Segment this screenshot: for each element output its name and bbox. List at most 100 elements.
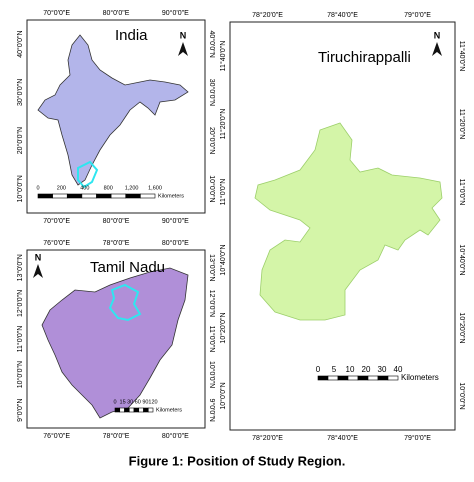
scale-label: 1,600 [148, 185, 162, 191]
scale-label: 40 [394, 365, 403, 374]
longitude-label: 70°0'0"E [43, 9, 70, 17]
study-area-highlight [77, 160, 99, 189]
map-title: India [115, 27, 148, 44]
longitude-label: 80°0'0"E [162, 432, 189, 440]
caption: Figure 1: Position of Study Region. [129, 453, 346, 468]
scale-bar-segment [387, 375, 399, 381]
longitude-label: 79°0'0"E [404, 11, 431, 19]
scale-label: 400 [80, 185, 89, 191]
scale-bar-segment [327, 375, 339, 381]
scale-label: 15 [120, 399, 126, 405]
latitude-label: 11°0'0"N [16, 326, 24, 353]
latitude-label: 40°0'0"N [16, 31, 24, 58]
scale-unit: Kilometers [156, 407, 182, 413]
scale-bar-segment [347, 375, 359, 381]
latitude-label: 10°20'0"N [458, 312, 466, 343]
scale-bar-segment [147, 407, 154, 413]
scale-bar-segment [81, 193, 97, 199]
longitude-label: 70°0'0"E [43, 217, 70, 225]
longitude-label: 78°40'0"E [327, 434, 358, 442]
scale-label: 90 [142, 399, 148, 405]
latitude-label: 10°0'0"N [16, 361, 24, 388]
region-shape [254, 122, 443, 321]
scale-bar-segment [140, 193, 156, 199]
latitude-label: 10°0'0"N [219, 382, 227, 409]
scale-bar-segment [125, 193, 141, 199]
scale-label: 0 [36, 185, 39, 191]
north-arrow [178, 42, 188, 56]
scale-bar-segment [37, 193, 53, 199]
scale-bar-segment [143, 407, 149, 413]
latitude-label: 11°20'0"N [458, 109, 466, 140]
region-shape [37, 34, 189, 186]
scale-bar-segment [377, 375, 389, 381]
longitude-label: 78°40'0"E [327, 11, 358, 19]
latitude-label: 40°0'0"N [208, 31, 216, 58]
latitude-label: 10°0'0"N [208, 175, 216, 202]
latitude-label: 11°40'0"N [219, 41, 227, 72]
latitude-label: 20°0'0"N [16, 127, 24, 154]
scale-label: 1,200 [125, 185, 139, 191]
longitude-label: 80°0'0"E [103, 9, 130, 17]
north-label: N [180, 30, 187, 40]
scale-bar-segment [367, 375, 379, 381]
latitude-label: 11°20'0"N [219, 109, 227, 140]
longitude-label: 78°20'0"E [252, 11, 283, 19]
north-arrow [33, 264, 43, 278]
scale-bar-segment [138, 407, 144, 413]
scale-label: 200 [57, 185, 66, 191]
latitude-label: 10°20'0"N [219, 312, 227, 343]
scale-bar-segment [96, 193, 112, 199]
latitude-label: 12°0'0"N [16, 290, 24, 317]
scale-label: 10 [346, 365, 355, 374]
latitude-label: 11°40'0"N [458, 41, 466, 72]
scale-bar-segment [52, 193, 68, 199]
map-title: Tiruchirappalli [318, 49, 411, 66]
latitude-label: 10°40'0"N [219, 244, 227, 275]
scale-bar-segment [124, 407, 130, 413]
latitude-label: 13°0'0"N [16, 254, 24, 281]
latitude-label: 10°0'0"N [208, 361, 216, 388]
latitude-label: 10°0'0"N [16, 175, 24, 202]
latitude-label: 10°40'0"N [458, 244, 466, 275]
latitude-label: 11°0'0"N [458, 179, 466, 206]
longitude-label: 90°0'0"E [162, 217, 189, 225]
scale-label: 800 [104, 185, 113, 191]
latitude-label: 20°0'0"N [208, 127, 216, 154]
scale-label: 30 [378, 365, 387, 374]
map-title: Tamil Nadu [90, 259, 165, 276]
latitude-label: 11°0'0"N [208, 326, 216, 353]
longitude-label: 78°0'0"E [103, 432, 130, 440]
longitude-label: 90°0'0"E [162, 9, 189, 17]
scale-label: 5 [332, 365, 337, 374]
region-shape [41, 267, 189, 419]
scale-unit: Kilometers [158, 193, 184, 199]
latitude-label: 13°0'0"N [208, 254, 216, 281]
latitude-label: 9°0'0"N [208, 399, 216, 422]
latitude-label: 9°0'0"N [16, 399, 24, 422]
scale-label: 60 [135, 399, 141, 405]
scale-bar-segment [133, 407, 140, 413]
latitude-label: 11°0'0"N [219, 179, 227, 206]
scale-bar-segment [337, 375, 349, 381]
longitude-label: 76°0'0"E [43, 239, 70, 247]
study-area-highlight [108, 283, 142, 322]
longitude-label: 80°0'0"E [103, 217, 130, 225]
scale-label: 0 [113, 399, 116, 405]
longitude-label: 79°0'0"E [404, 434, 431, 442]
scale-bar-segment [317, 375, 329, 381]
longitude-label: 78°0'0"E [103, 239, 130, 247]
scale-label: 0 [316, 365, 321, 374]
latitude-label: 30°0'0"N [16, 79, 24, 106]
scale-bar-segment [114, 407, 121, 413]
latitude-label: 10°0'0"N [458, 382, 466, 409]
scale-bar-segment [357, 375, 369, 381]
latitude-label: 12°0'0"N [208, 290, 216, 317]
scale-bar-segment [110, 193, 127, 199]
north-arrow [432, 42, 442, 56]
scale-bar-segment [119, 407, 125, 413]
longitude-label: 78°20'0"E [252, 434, 283, 442]
north-label: N [434, 30, 441, 40]
scale-bar-segment [66, 193, 83, 199]
